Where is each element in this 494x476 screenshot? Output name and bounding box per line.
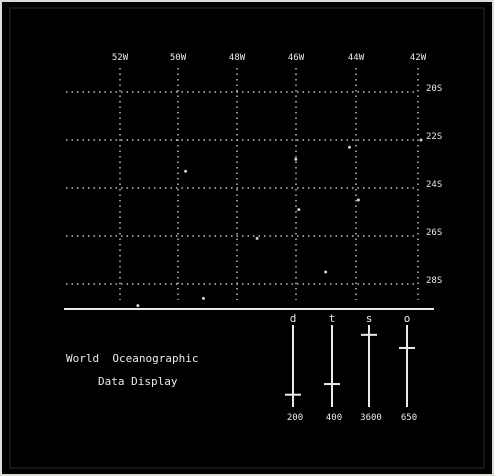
display-title-line-2: Data Display (98, 375, 178, 388)
slider-s[interactable]: s 3600 (360, 312, 382, 423)
parameter-sliders[interactable]: d 200 t 400 s 3600 o 650 (285, 312, 417, 423)
map-grid[interactable]: 52W 50W 48W 46W 44W 42W 20S 22S 24S 26S 28S (66, 53, 442, 307)
slider-t[interactable]: t 400 (324, 312, 342, 423)
slider-o[interactable]: o 650 (399, 312, 417, 423)
data-point[interactable] (136, 304, 139, 307)
latitude-label: 22S (426, 132, 442, 142)
data-point[interactable] (357, 199, 360, 202)
slider-value: 3600 (360, 413, 382, 423)
slider-d[interactable]: d 200 (285, 312, 303, 423)
data-point[interactable] (294, 158, 297, 161)
longitude-label: 44W (348, 53, 365, 63)
longitude-label: 42W (410, 53, 427, 63)
data-point[interactable] (256, 237, 259, 240)
longitude-label: 46W (288, 53, 305, 63)
latitude-label: 26S (426, 228, 442, 238)
data-point[interactable] (419, 139, 422, 142)
data-point[interactable] (297, 208, 300, 211)
data-point[interactable] (324, 271, 327, 274)
latitude-label: 24S (426, 180, 442, 190)
slider-value: 650 (401, 413, 417, 423)
longitude-label: 50W (170, 53, 187, 63)
data-point[interactable] (348, 146, 351, 149)
slider-value: 200 (287, 413, 303, 423)
data-point[interactable] (184, 170, 187, 173)
latitude-label: 20S (426, 84, 442, 94)
latitude-label: 28S (426, 276, 442, 286)
slider-label: d (290, 312, 297, 325)
slider-label: s (366, 312, 373, 325)
slider-value: 400 (326, 413, 342, 423)
slider-label: o (404, 312, 411, 325)
longitude-label: 52W (112, 53, 129, 63)
display-title-line-1: World Oceanographic (66, 352, 198, 365)
data-point[interactable] (202, 297, 205, 300)
slider-label: t (329, 312, 336, 325)
longitude-label: 48W (229, 53, 246, 63)
screen-inner-border (10, 8, 484, 468)
